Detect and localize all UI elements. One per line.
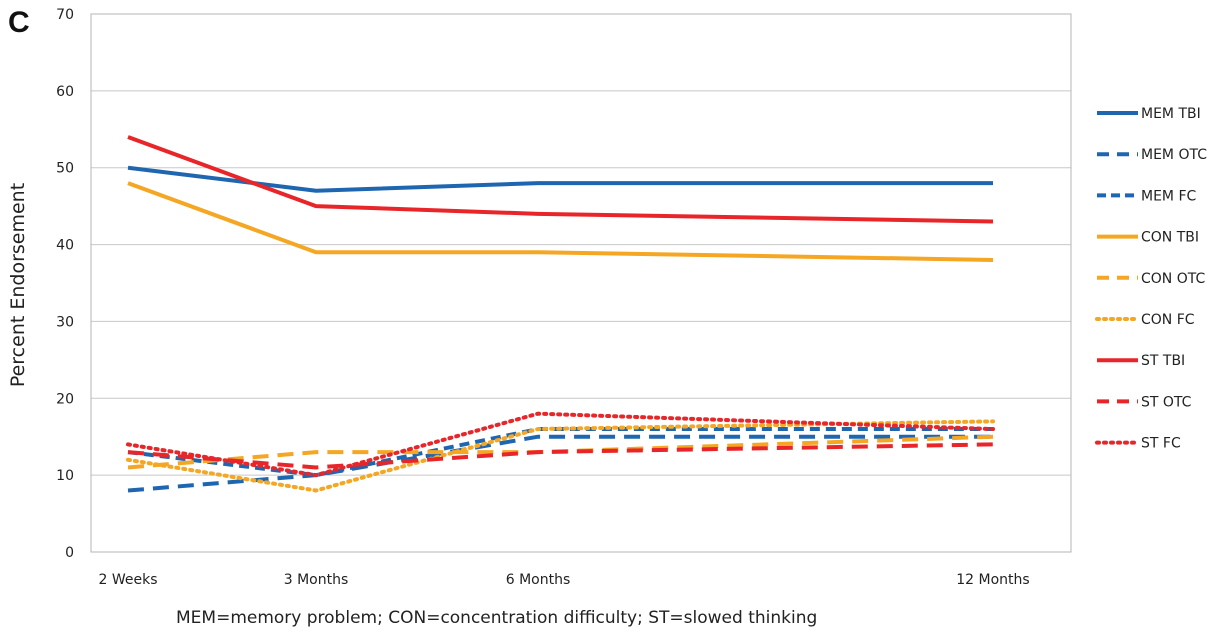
series-line [127, 434, 993, 493]
y-tick-label: 10 [56, 468, 74, 484]
series-line [127, 135, 994, 224]
y-tick-label: 20 [56, 391, 74, 407]
legend-label: ST FC [1141, 436, 1181, 452]
y-tick-label: 50 [56, 161, 74, 177]
chart-footnote: MEM=memory problem; CON=concentration di… [176, 608, 818, 628]
panel-label: C [8, 6, 30, 39]
series-line [127, 434, 994, 470]
x-tick-label: 6 Months [506, 572, 571, 588]
x-tick-label: 12 Months [956, 572, 1029, 588]
legend-label: ST TBI [1141, 353, 1185, 369]
y-tick-label: 0 [65, 545, 74, 561]
y-tick-label: 60 [56, 84, 74, 100]
legend-label: CON TBI [1141, 230, 1199, 246]
legend-label: CON OTC [1141, 271, 1205, 287]
line-chart: 0 10 20 30 40 50 60 70 2 Weeks 3 Months 6 Months 12… [56, 7, 1207, 588]
series-line [127, 165, 993, 193]
legend-label: ST OTC [1141, 394, 1192, 410]
series-line [126, 411, 995, 478]
x-tick-label: 2 Weeks [98, 572, 157, 588]
legend-label: MEM OTC [1141, 147, 1207, 163]
series-line [127, 427, 993, 478]
plot-area-border [90, 13, 1072, 553]
legend-label: MEM TBI [1141, 106, 1201, 122]
series-line [127, 442, 994, 470]
x-tick-label: 3 Months [284, 572, 349, 588]
legend-label: CON FC [1141, 312, 1195, 328]
legend-label: MEM FC [1141, 188, 1197, 204]
y-tick-label: 30 [56, 314, 74, 330]
y-tick-label: 40 [56, 238, 74, 254]
y-tick-label: 70 [56, 7, 74, 23]
series-line [127, 181, 994, 262]
